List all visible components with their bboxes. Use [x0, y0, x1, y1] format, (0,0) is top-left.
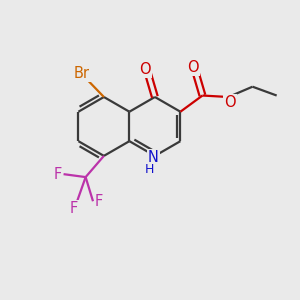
Text: O: O: [140, 61, 151, 76]
Text: O: O: [187, 60, 199, 75]
Text: Br: Br: [74, 66, 90, 81]
Text: F: F: [95, 194, 103, 209]
Text: F: F: [70, 201, 78, 216]
Text: H: H: [145, 163, 154, 176]
Text: O: O: [224, 95, 236, 110]
Text: F: F: [53, 167, 62, 182]
Text: N: N: [148, 150, 159, 165]
